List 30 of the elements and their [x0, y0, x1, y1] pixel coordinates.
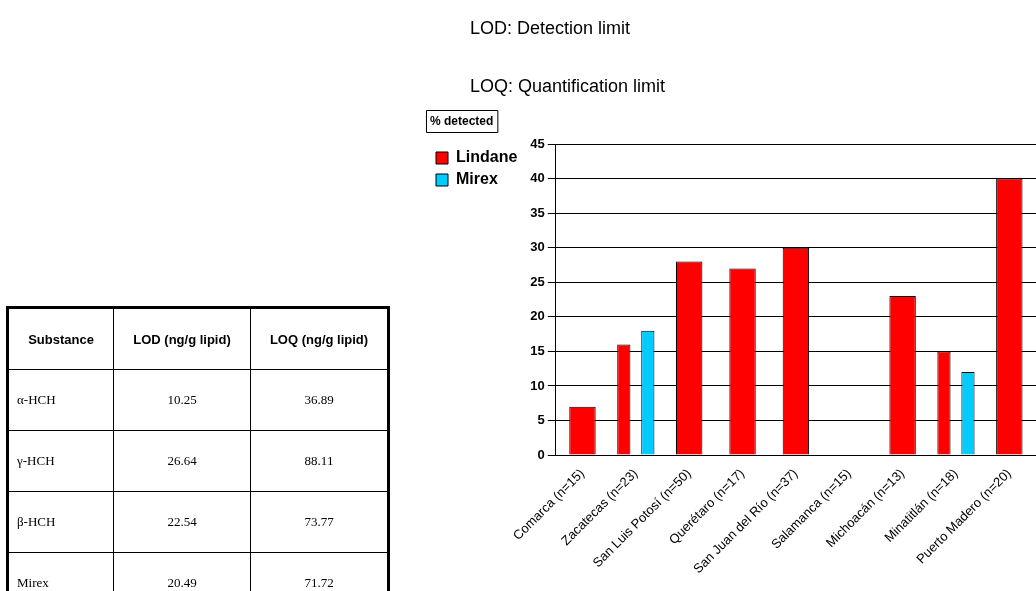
text: 26.64	[167, 453, 197, 468]
category-label: β-HCH	[17, 514, 56, 529]
text: 73.77	[304, 514, 334, 529]
legend-label: Lindane	[456, 148, 518, 166]
category-label: α-HCH	[17, 392, 56, 407]
y-tick-label: 45	[530, 135, 545, 151]
category-label: Mirex	[17, 575, 49, 590]
text: 88.11	[304, 453, 334, 468]
text: 10.25	[167, 392, 197, 407]
category-label: LOQ (ng/g lipid)	[250, 307, 389, 370]
y-tick-label: 30	[530, 239, 545, 255]
text: 71.72	[304, 575, 334, 590]
y-tick-label: 20	[530, 308, 545, 324]
y-tick-label: 5	[537, 412, 545, 428]
text: 20.49	[167, 575, 197, 590]
y-tick-label: 35	[530, 204, 545, 220]
y-tick-label: 25	[530, 273, 545, 289]
text: 36.89	[304, 392, 334, 407]
category-label: LOD (ng/g lipid)	[113, 307, 251, 370]
legend-label: Mirex	[456, 170, 498, 188]
category-label: γ-HCH	[17, 453, 55, 468]
y-tick-label: 40	[530, 170, 545, 186]
y-tick-label: 15	[530, 342, 545, 358]
text: Substance	[7, 307, 114, 370]
text: 22.54	[167, 514, 197, 529]
y-tick-label: 0	[537, 446, 545, 462]
text: LOD: Detection limit	[470, 18, 631, 39]
text: LOQ: Quantification limit	[470, 76, 666, 97]
y-tick-label: 10	[530, 377, 545, 393]
y-axis-title: % detected	[429, 114, 494, 129]
